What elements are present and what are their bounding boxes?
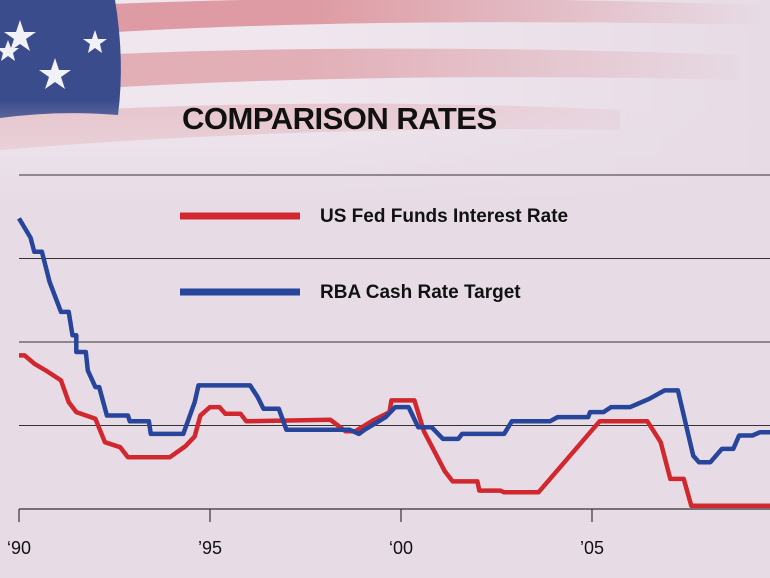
x-tick-label: ’05 bbox=[580, 538, 604, 558]
legend-label: RBA Cash Rate Target bbox=[320, 282, 521, 303]
x-tick-label: ’95 bbox=[198, 538, 222, 558]
data-line bbox=[19, 353, 770, 508]
flag-background bbox=[0, 0, 770, 205]
data-line bbox=[17, 217, 770, 465]
chart-title: COMPARISON RATES bbox=[182, 101, 497, 136]
legend-label: US Fed Funds Interest Rate bbox=[320, 206, 568, 227]
x-tick-label: ‘90 bbox=[7, 538, 31, 558]
x-tick-label: ‘00 bbox=[389, 538, 413, 558]
